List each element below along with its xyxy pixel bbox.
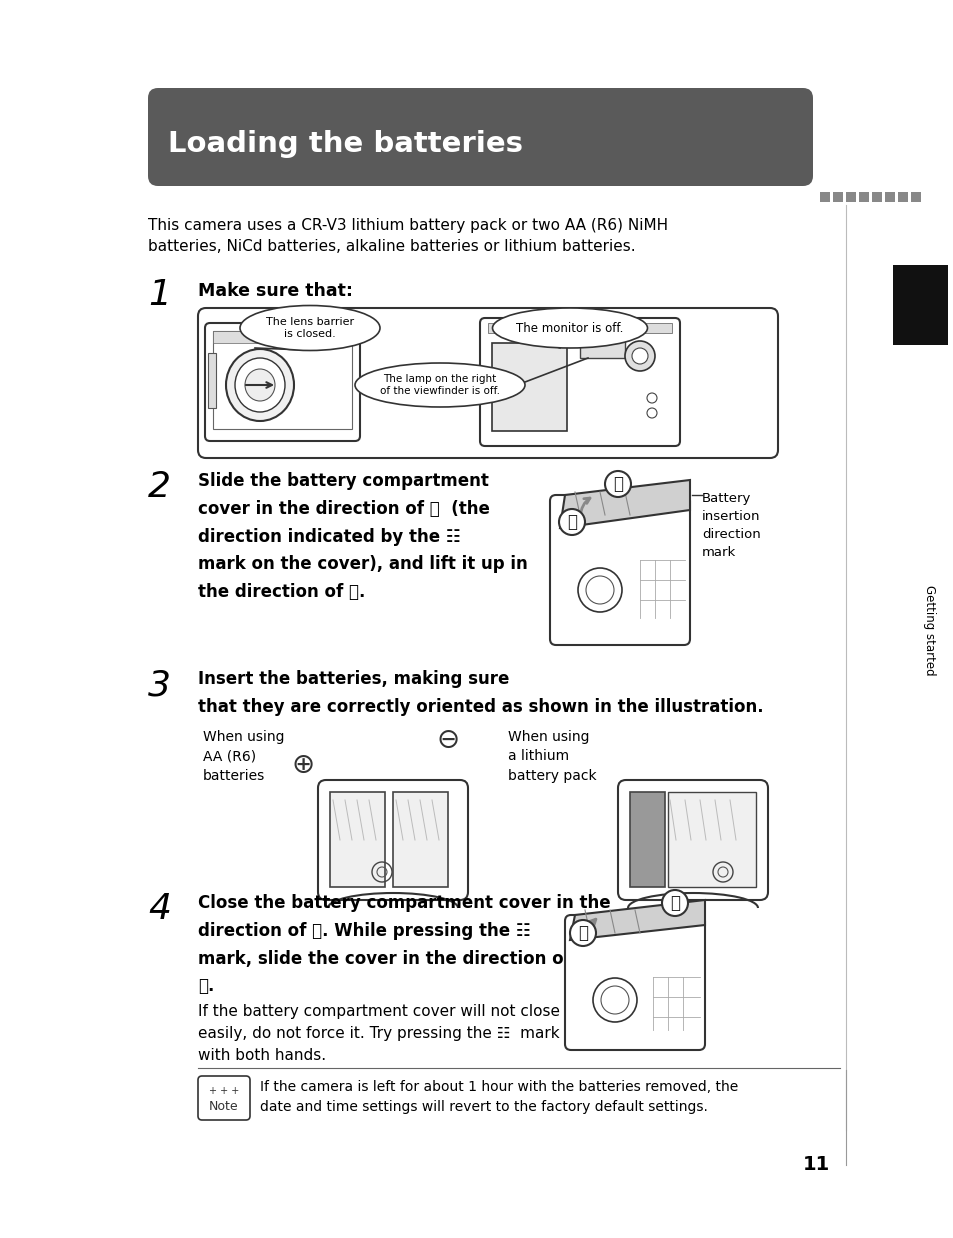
Circle shape: [631, 348, 647, 364]
Text: Make sure that:: Make sure that:: [198, 282, 353, 300]
Ellipse shape: [245, 369, 274, 401]
Ellipse shape: [355, 363, 524, 407]
Circle shape: [558, 509, 584, 535]
Text: Ⓒ: Ⓒ: [669, 894, 679, 912]
Text: This camera uses a CR-V3 lithium battery pack or two AA (R6) NiMH
batteries, NiC: This camera uses a CR-V3 lithium battery…: [148, 218, 667, 254]
Text: Note: Note: [209, 1101, 238, 1113]
FancyBboxPatch shape: [198, 1076, 250, 1120]
Bar: [629, 792, 664, 886]
FancyBboxPatch shape: [618, 780, 767, 900]
Text: 1: 1: [148, 279, 171, 312]
Text: Ⓐ: Ⓐ: [566, 513, 577, 531]
Text: When using
a lithium
battery pack: When using a lithium battery pack: [507, 730, 596, 782]
Bar: [393, 792, 448, 886]
Bar: [871, 192, 882, 202]
Text: ⊕: ⊕: [291, 751, 314, 779]
Text: Loading the batteries: Loading the batteries: [168, 130, 522, 158]
Bar: [845, 192, 855, 202]
FancyBboxPatch shape: [317, 780, 468, 900]
Bar: [208, 353, 215, 409]
Polygon shape: [559, 480, 689, 527]
Text: 11: 11: [801, 1155, 829, 1174]
Bar: [832, 192, 842, 202]
Ellipse shape: [240, 306, 379, 350]
Bar: [330, 792, 385, 886]
Text: ⊖: ⊖: [436, 725, 459, 754]
Bar: [492, 343, 566, 431]
Bar: [213, 331, 352, 430]
FancyBboxPatch shape: [198, 308, 778, 458]
FancyBboxPatch shape: [564, 915, 704, 1050]
Text: Close the battery compartment cover in the
direction of Ⓒ. While pressing the ☷
: Close the battery compartment cover in t…: [198, 894, 610, 995]
Polygon shape: [569, 900, 704, 940]
Text: The monitor is off.: The monitor is off.: [516, 322, 623, 334]
FancyBboxPatch shape: [550, 495, 689, 645]
Bar: [897, 192, 907, 202]
FancyBboxPatch shape: [205, 323, 359, 441]
Circle shape: [661, 890, 687, 916]
Bar: [579, 331, 624, 358]
Text: The lens barrier
is closed.: The lens barrier is closed.: [266, 317, 354, 339]
Bar: [910, 192, 920, 202]
Text: If the battery compartment cover will not close
easily, do not force it. Try pre: If the battery compartment cover will no…: [198, 1004, 559, 1063]
Ellipse shape: [234, 358, 285, 412]
Text: If the camera is left for about 1 hour with the batteries removed, the
date and : If the camera is left for about 1 hour w…: [260, 1080, 738, 1114]
Bar: [858, 192, 868, 202]
Bar: [488, 323, 671, 333]
Bar: [892, 265, 947, 345]
Text: + + +: + + +: [209, 1086, 239, 1096]
Text: Insert the batteries, making sure
that they are correctly oriented as shown in t: Insert the batteries, making sure that t…: [198, 670, 762, 716]
Text: Battery
insertion
direction
mark: Battery insertion direction mark: [701, 491, 760, 560]
Text: When using
AA (R6)
batteries: When using AA (R6) batteries: [203, 730, 284, 782]
Text: The lamp on the right
of the viewfinder is off.: The lamp on the right of the viewfinder …: [379, 374, 499, 396]
Bar: [820, 192, 829, 202]
Text: 4: 4: [148, 893, 171, 926]
Circle shape: [604, 470, 630, 496]
Ellipse shape: [492, 308, 647, 348]
FancyBboxPatch shape: [148, 88, 812, 186]
Bar: [213, 331, 352, 343]
Text: 3: 3: [148, 669, 171, 702]
Circle shape: [624, 340, 655, 371]
Circle shape: [646, 409, 657, 418]
Text: Ⓑ: Ⓑ: [613, 475, 622, 493]
Circle shape: [569, 920, 596, 946]
Text: 2: 2: [148, 470, 171, 504]
FancyBboxPatch shape: [479, 318, 679, 446]
Text: Slide the battery compartment
cover in the direction of Ⓐ  (the
direction indica: Slide the battery compartment cover in t…: [198, 472, 527, 602]
Bar: [667, 792, 755, 886]
Ellipse shape: [226, 349, 294, 421]
Text: Ⓓ: Ⓓ: [578, 924, 587, 942]
Text: Getting started: Getting started: [923, 584, 936, 675]
Circle shape: [646, 392, 657, 404]
Bar: [884, 192, 894, 202]
